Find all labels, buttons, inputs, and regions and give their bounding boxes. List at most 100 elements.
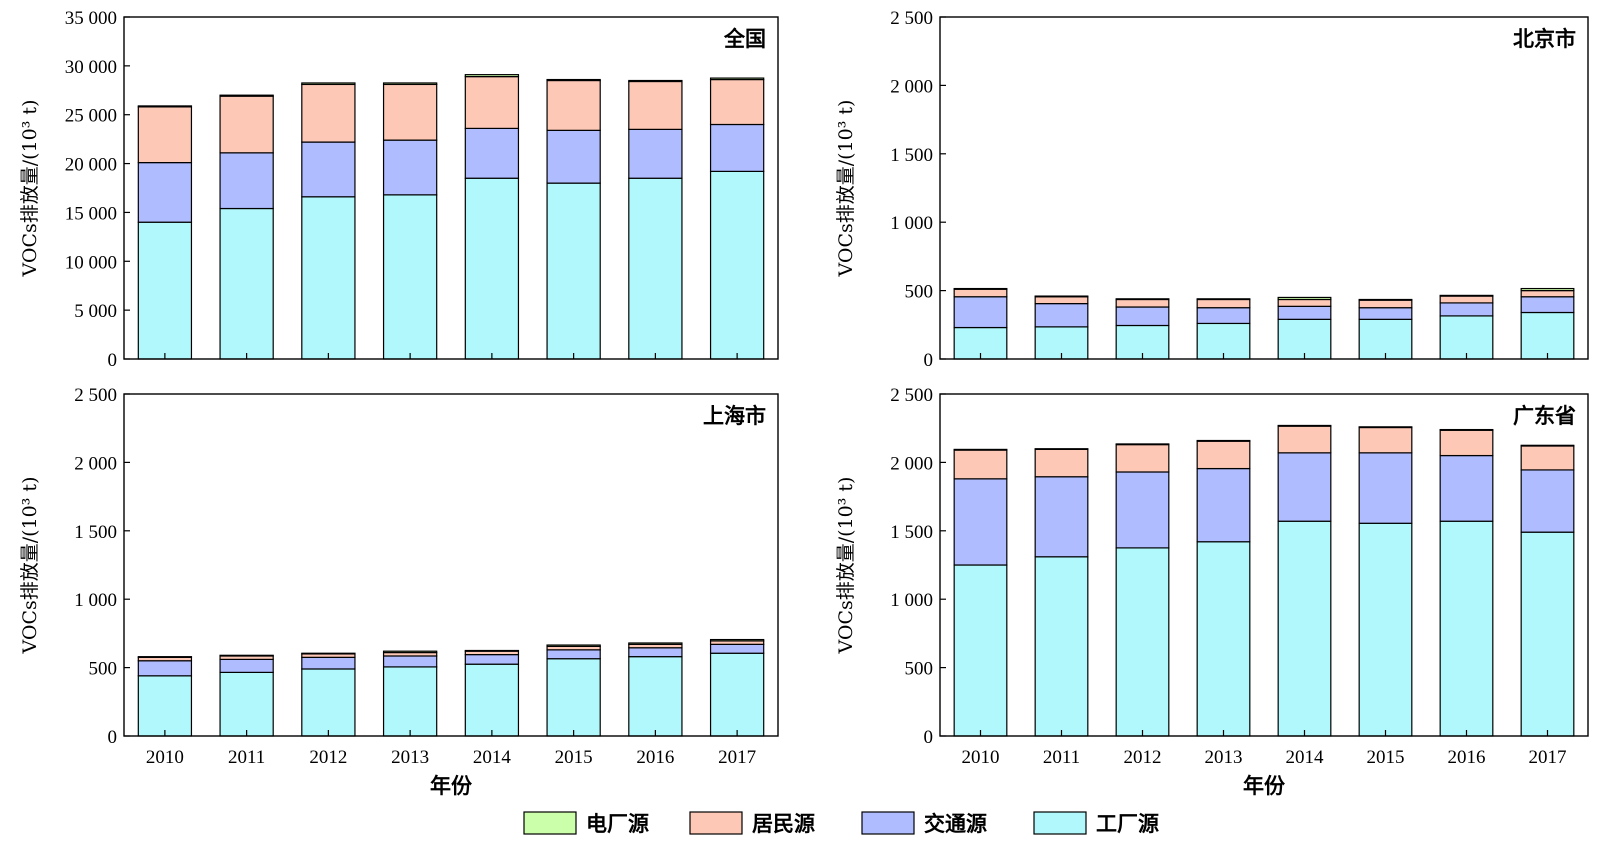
x-tick-label-shanghai-2013: 2013 bbox=[391, 747, 429, 768]
bar-beijing-2015-residential bbox=[1358, 299, 1413, 309]
bar-shanghai-2016-industrial bbox=[628, 656, 683, 737]
y-axis-label-guangdong: VOCs排放量/(10³ t) bbox=[835, 477, 857, 655]
bar-beijing-2017-industrial bbox=[1520, 311, 1575, 360]
y-tick-label-guangdong-500: 500 bbox=[905, 659, 934, 680]
bar-guangdong-2015-residential bbox=[1358, 426, 1413, 454]
bar-national-2016-power bbox=[628, 79, 683, 83]
bar-beijing-2010-power bbox=[953, 287, 1008, 290]
panel-title-national: 全国 bbox=[723, 26, 766, 51]
y-tick-label-shanghai-2000: 2 000 bbox=[74, 453, 117, 474]
y-tick-label-shanghai-1000: 1 000 bbox=[74, 590, 117, 611]
x-tick-label-shanghai-2011: 2011 bbox=[228, 747, 265, 768]
plot-frame-shanghai bbox=[123, 393, 779, 737]
bar-beijing-2015-traffic bbox=[1358, 307, 1413, 320]
bar-national-2011-residential bbox=[219, 95, 274, 154]
bar-national-2012-residential bbox=[301, 83, 356, 143]
bar-national-2017-residential bbox=[709, 78, 765, 126]
bar-guangdong-2014-residential bbox=[1277, 425, 1332, 454]
x-tick-label-shanghai-2014: 2014 bbox=[473, 747, 512, 768]
bar-guangdong-2011-power bbox=[1034, 448, 1089, 451]
bar-national-2012-power bbox=[301, 82, 356, 86]
bar-beijing-2014-residential bbox=[1277, 298, 1332, 307]
bar-guangdong-2017-residential bbox=[1520, 445, 1575, 471]
bar-national-2010-residential bbox=[137, 106, 193, 164]
bar-national-2017-industrial bbox=[709, 170, 765, 360]
bar-national-2016-residential bbox=[628, 80, 683, 130]
bar-beijing-2011-power bbox=[1034, 295, 1089, 298]
legend-swatch-industrial bbox=[1033, 811, 1087, 835]
bar-beijing-2017-traffic bbox=[1520, 296, 1575, 314]
bar-national-2014-power bbox=[464, 74, 520, 78]
bar-guangdong-2010-residential bbox=[953, 449, 1008, 480]
bar-beijing-2010-residential bbox=[953, 288, 1008, 298]
bar-national-2013-power bbox=[382, 82, 438, 86]
bar-guangdong-2014-traffic bbox=[1277, 452, 1332, 522]
bar-shanghai-2012-traffic bbox=[301, 656, 356, 670]
bar-national-2010-power bbox=[137, 105, 193, 108]
bar-national-2017-power bbox=[709, 77, 765, 81]
bar-shanghai-2017-industrial bbox=[709, 652, 765, 737]
bar-beijing-2016-power bbox=[1439, 294, 1494, 297]
bar-shanghai-2017-power bbox=[709, 638, 765, 642]
bar-national-2014-residential bbox=[464, 76, 520, 130]
bar-beijing-2011-residential bbox=[1034, 296, 1089, 305]
y-tick-label-guangdong-1000: 1 000 bbox=[890, 590, 933, 611]
bar-guangdong-2013-residential bbox=[1196, 440, 1251, 470]
bar-shanghai-2010-industrial bbox=[137, 675, 193, 737]
panel-national: 0 5 000 10 000 15 000 20 000 25 000 30 000 35 0… bbox=[19, 8, 779, 371]
plot-frame-beijing bbox=[939, 16, 1589, 360]
bar-beijing-2017-power bbox=[1520, 287, 1575, 292]
bar-guangdong-2010-power bbox=[953, 448, 1008, 451]
y-tick-label-beijing-2000: 2 000 bbox=[890, 76, 933, 97]
y-tick-label-shanghai-0: 0 bbox=[108, 727, 118, 748]
bar-shanghai-2013-industrial bbox=[382, 666, 438, 737]
legend-label-traffic: 交通源 bbox=[924, 811, 987, 836]
bar-shanghai-2016-traffic bbox=[628, 647, 683, 658]
x-tick-label-guangdong-2016: 2016 bbox=[1448, 747, 1486, 768]
legend-label-power: 电厂源 bbox=[586, 811, 649, 836]
bar-beijing-2016-industrial bbox=[1439, 315, 1494, 360]
bar-guangdong-2017-power bbox=[1520, 444, 1575, 447]
bar-beijing-2013-residential bbox=[1196, 298, 1251, 309]
y-tick-label-national-35000: 35 000 bbox=[65, 8, 117, 29]
x-tick-label-shanghai-2010: 2010 bbox=[146, 747, 184, 768]
bar-beijing-2016-traffic bbox=[1439, 302, 1494, 317]
y-tick-label-shanghai-1500: 1 500 bbox=[74, 522, 117, 543]
bar-guangdong-2012-power bbox=[1115, 443, 1170, 446]
bar-guangdong-2015-traffic bbox=[1358, 452, 1413, 524]
y-tick-label-guangdong-2500: 2 500 bbox=[890, 385, 933, 406]
legend-label-industrial: 工厂源 bbox=[1096, 811, 1159, 836]
bar-shanghai-2015-power bbox=[546, 644, 601, 648]
bar-beijing-2012-residential bbox=[1115, 298, 1170, 308]
bar-national-2010-traffic bbox=[137, 161, 193, 223]
bar-shanghai-2014-industrial bbox=[464, 663, 520, 737]
y-tick-label-guangdong-1500: 1 500 bbox=[890, 522, 933, 543]
plot-frame-guangdong bbox=[939, 393, 1589, 737]
bar-guangdong-2016-residential bbox=[1439, 429, 1494, 457]
bar-guangdong-2017-traffic bbox=[1520, 469, 1575, 533]
bar-guangdong-2015-industrial bbox=[1358, 522, 1413, 737]
x-tick-label-shanghai-2015: 2015 bbox=[555, 747, 593, 768]
panel-beijing: 0 500 1 000 1 500 2 000 2 500 北京市 VOCs排放量/(10³ … bbox=[835, 8, 1589, 371]
bar-guangdong-2016-power bbox=[1439, 428, 1494, 431]
bar-beijing-2016-residential bbox=[1439, 295, 1494, 304]
bar-guangdong-2011-traffic bbox=[1034, 476, 1089, 558]
bar-guangdong-2017-industrial bbox=[1520, 531, 1575, 737]
bar-guangdong-2015-power bbox=[1358, 426, 1413, 429]
bar-shanghai-2010-traffic bbox=[137, 660, 193, 677]
bar-guangdong-2014-industrial bbox=[1277, 520, 1332, 737]
y-axis-label-beijing: VOCs排放量/(10³ t) bbox=[835, 100, 857, 278]
x-tick-label-guangdong-2013: 2013 bbox=[1205, 747, 1243, 768]
bar-national-2015-residential bbox=[546, 79, 601, 131]
y-tick-label-national-0: 0 bbox=[108, 350, 118, 371]
bar-beijing-2014-power bbox=[1277, 296, 1332, 301]
panel-title-shanghai: 上海市 bbox=[703, 403, 766, 428]
bar-beijing-2014-industrial bbox=[1277, 318, 1332, 360]
bar-beijing-2017-residential bbox=[1520, 290, 1575, 298]
bar-shanghai-2017-traffic bbox=[709, 643, 765, 654]
bar-national-2011-traffic bbox=[219, 152, 274, 210]
bar-guangdong-2012-industrial bbox=[1115, 547, 1170, 737]
y-tick-label-shanghai-500: 500 bbox=[89, 659, 118, 680]
bar-beijing-2015-power bbox=[1358, 298, 1413, 301]
